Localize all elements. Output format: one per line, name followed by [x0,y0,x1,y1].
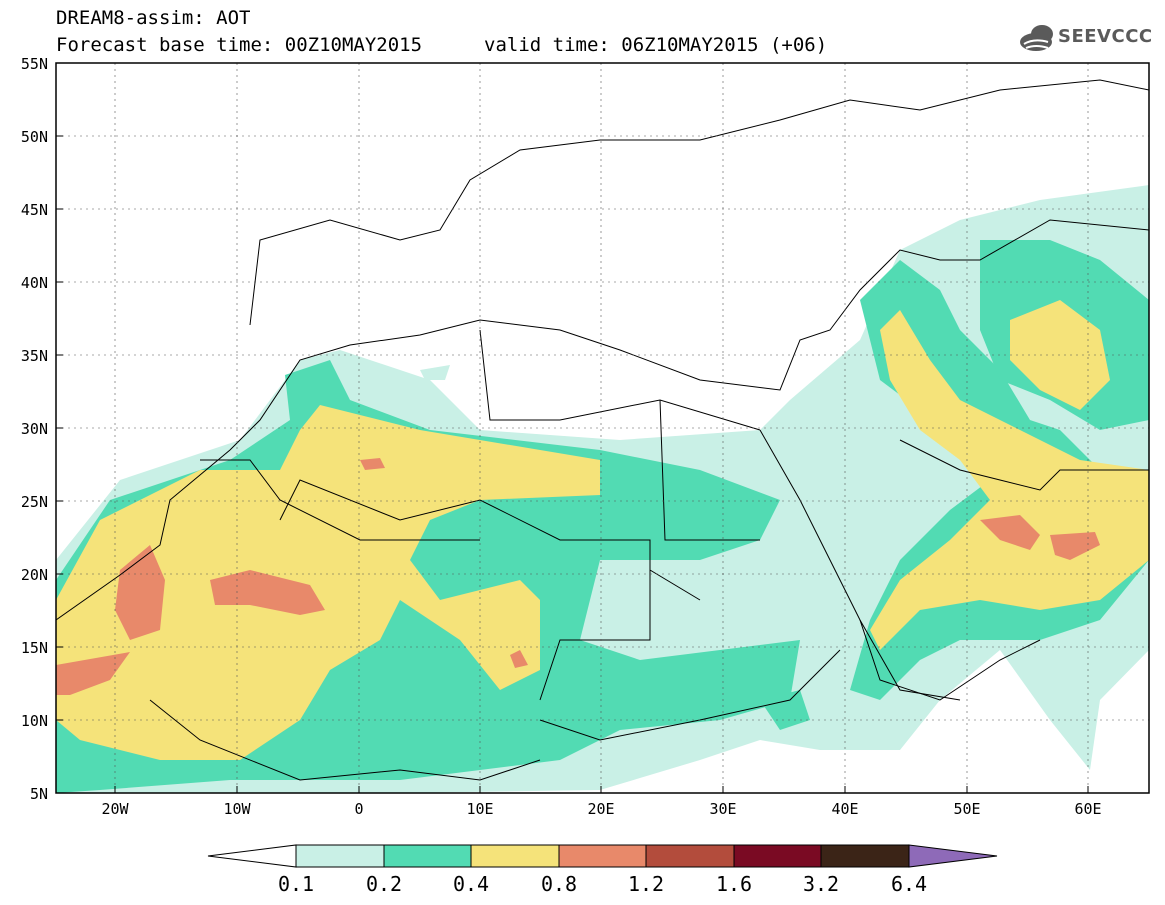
lon-label: 30E [709,800,737,818]
logo-text: SEEVCCC [1058,26,1153,47]
lat-label: 45N [20,201,48,219]
forecast-base-time: Forecast base time: 00Z10MAY2015 [56,34,423,56]
lon-label: 40E [831,800,859,818]
cloud-icon [1020,25,1053,51]
colorbar-label: 0.1 [277,872,315,896]
colorbar-over-triangle [908,844,998,868]
colorbar-under-triangle [207,844,297,868]
lat-label: 10N [20,712,48,730]
lat-label: 25N [20,493,48,511]
colorbar-label: 1.6 [715,872,753,896]
lat-label: 5N [29,785,48,803]
colorbar-label: 6.4 [890,872,928,896]
lon-label: 50E [953,800,981,818]
lon-label: 10E [466,800,494,818]
colorbar [207,844,998,868]
aot-field [56,63,1149,793]
lat-label: 15N [20,639,48,657]
lat-label: 40N [20,274,48,292]
lat-label: 30N [20,420,48,438]
axis-ticks [56,135,1089,793]
colorbar-swatch [733,844,822,868]
graticule [56,63,1149,793]
colorbar-swatch [383,844,472,868]
colorbar-swatch [295,844,385,868]
aot-contour-0.8 [56,458,1100,695]
map-title: DREAM8-assim: AOT [56,7,251,29]
colorbar-label: 0.8 [540,872,578,896]
seevccc-logo [1020,25,1053,51]
aot-contour-0.4 [56,300,1149,760]
colorbar-swatch [820,844,910,868]
lon-label: 0 [354,800,364,818]
lon-label: 60E [1074,800,1102,818]
lat-label: 20N [20,566,48,584]
lon-label: 20W [101,800,129,818]
lon-label: 20E [587,800,615,818]
valid-time: valid time: 06Z10MAY2015 (+06) [484,34,828,56]
colorbar-swatch [645,844,735,868]
lat-label: 50N [20,128,48,146]
lat-label: 35N [20,347,48,365]
colorbar-swatch [558,844,647,868]
colorbar-label: 0.4 [452,872,490,896]
colorbar-label: 3.2 [802,872,840,896]
lat-label: 55N [20,55,48,73]
colorbar-swatch [470,844,560,868]
lon-label: 10W [223,800,251,818]
colorbar-label: 1.2 [627,872,665,896]
colorbar-label: 0.2 [365,872,403,896]
